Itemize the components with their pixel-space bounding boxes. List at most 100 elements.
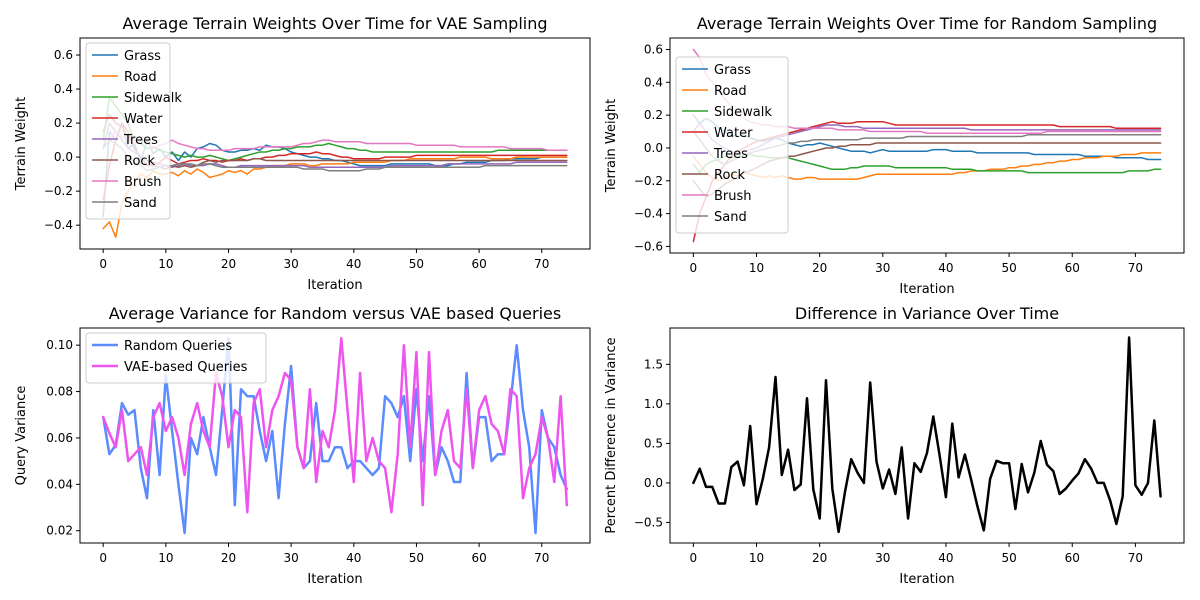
x-tick-label: 0 [99,551,107,565]
chart-title: Average Terrain Weights Over Time for VA… [122,14,547,33]
x-tick-label: 20 [221,257,236,271]
x-tick-label: 20 [812,551,827,565]
legend-label: Water [124,112,163,127]
plot-area [101,336,569,535]
x-tick-label: 30 [284,257,299,271]
query-variance-chart: Average Variance for Random versus VAE b… [14,304,591,587]
legend-box [675,56,789,234]
y-axis-label: Terrain Weight [14,97,29,191]
plot-area [692,336,1162,534]
legend-label: Sidewalk [124,91,182,106]
x-tick-label: 50 [409,257,424,271]
x-tick-label: 0 [690,261,698,275]
legend-box [85,42,171,220]
y-tick-label: −0.2 [634,174,663,188]
series-line-random-queries [101,336,569,535]
legend: Grass Road Sidewalk Water Trees Rock Brush Sand [85,42,182,220]
x-tick-label: 50 [1001,261,1016,275]
x-tick-label: 60 [471,551,486,565]
axes-frame [669,37,1185,254]
x-tick-label: 20 [221,551,236,565]
legend-label: Brush [714,189,752,204]
x-tick-label: 60 [1065,551,1080,565]
legend-label: Road [124,70,157,85]
plot-area [102,96,568,238]
legend: Grass Road Sidewalk Water Trees Rock Brush Sand [675,56,789,234]
x-tick-label: 70 [534,257,549,271]
legend-label: Random Queries [124,339,232,354]
x-tick-label: 50 [409,551,424,565]
series-line-trees [102,122,568,169]
legend-label: Brush [124,175,162,190]
legend: Random Queries VAE-based Queries [85,332,267,384]
y-tick-label: 0.2 [54,116,73,130]
legend-label: Trees [713,147,748,162]
y-tick-label: 0.2 [644,108,663,122]
x-axis-label: Iteration [899,282,954,297]
legend-label: VAE-based Queries [124,360,248,375]
y-tick-label: −0.6 [634,239,663,253]
y-tick-label: −0.5 [634,515,663,529]
y-tick-label: 0.0 [644,141,663,155]
axes-frame [669,327,1185,544]
y-axis-label: Terrain Weight [604,99,619,193]
y-tick-label: 0.02 [46,524,73,538]
series-line-difference [692,336,1162,534]
y-axis-label: Query Variance [14,386,29,486]
x-tick-label: 50 [1001,551,1016,565]
x-tick-label: 30 [875,551,890,565]
x-tick-label: 70 [1128,261,1143,275]
y-tick-label: 0.4 [54,82,73,96]
x-tick-label: 70 [534,551,549,565]
x-axis-label: Iteration [307,572,362,587]
x-tick-label: 0 [99,257,107,271]
y-tick-label: −0.4 [634,207,663,221]
x-axis-label: Iteration [307,278,362,293]
x-tick-label: 10 [749,551,764,565]
series-line-vae-based-queries [101,336,569,514]
series-line-brush [102,130,568,152]
series-line-sand [102,139,568,172]
legend-label: Road [714,84,747,99]
legend-label: Rock [124,154,156,169]
x-tick-label: 30 [284,551,299,565]
y-tick-label: 0.0 [644,476,663,490]
series-line-rock [102,113,568,170]
legend-label: Sand [714,210,747,225]
random-terrain-weights-chart: Average Terrain Weights Over Time for Ra… [604,14,1185,297]
legend-label: Sand [124,196,157,211]
legend-label: Grass [124,49,161,64]
x-tick-label: 70 [1128,551,1143,565]
x-tick-label: 40 [346,257,361,271]
chart-title: Average Variance for Random versus VAE b… [109,304,561,323]
series-line-sidewalk [102,96,568,162]
y-tick-label: 0.04 [46,477,73,491]
legend-label: Trees [123,133,158,148]
y-tick-label: 1.5 [644,357,663,371]
variance-difference-chart: Difference in Variance Over Time Iterati… [604,304,1185,587]
legend-label: Water [714,126,753,141]
x-tick-label: 10 [749,261,764,275]
y-tick-label: −0.2 [44,184,73,198]
legend-label: Rock [714,168,746,183]
x-tick-label: 40 [938,551,953,565]
y-tick-label: 0.10 [46,338,73,352]
y-tick-label: 0.06 [46,431,73,445]
vae-terrain-weights-chart: Average Terrain Weights Over Time for VA… [14,14,591,293]
y-tick-label: 0.4 [644,75,663,89]
x-axis-label: Iteration [899,572,954,587]
chart-title: Difference in Variance Over Time [795,304,1059,323]
x-tick-label: 60 [1065,261,1080,275]
x-tick-label: 60 [471,257,486,271]
x-tick-label: 10 [158,551,173,565]
legend-label: Grass [714,63,751,78]
y-tick-label: 0.6 [54,48,73,62]
x-tick-label: 40 [938,261,953,275]
x-tick-label: 30 [875,261,890,275]
y-tick-label: −0.4 [44,218,73,232]
y-tick-label: 0.6 [644,42,663,56]
chart-title: Average Terrain Weights Over Time for Ra… [697,14,1157,33]
legend-label: Sidewalk [714,105,772,120]
legend-box [85,332,267,384]
axes-frame [79,327,591,544]
